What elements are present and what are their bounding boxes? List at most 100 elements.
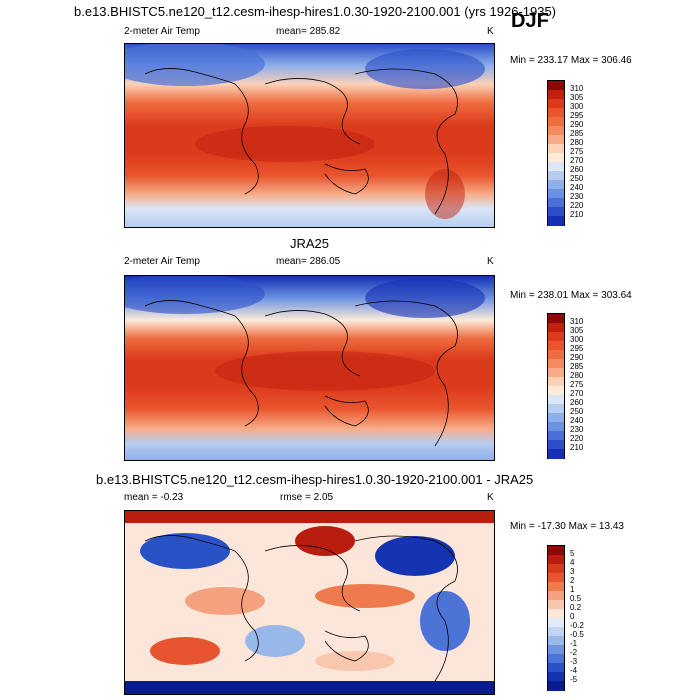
colorbar-box [548, 135, 564, 145]
colorbar-box [548, 404, 564, 414]
panel1-units: K [487, 26, 494, 37]
colorbar-tick-label: 290 [570, 353, 584, 362]
colorbar-box [548, 332, 564, 342]
colorbar-box [548, 636, 564, 646]
colorbar-box [548, 609, 564, 619]
colorbar-box [548, 564, 564, 574]
colorbar-box [548, 377, 564, 387]
colorbar-tick-label: 4 [570, 558, 575, 567]
panel2-colorbar [547, 313, 565, 459]
colorbar-box [548, 600, 564, 610]
colorbar-tick-label: 260 [570, 398, 584, 407]
colorbar-box [548, 144, 564, 154]
colorbar-tick-label: 210 [570, 443, 584, 452]
colorbar-box [548, 449, 564, 459]
colorbar-tick-label: -2 [570, 648, 578, 657]
colorbar-box [548, 395, 564, 405]
colorbar-tick-label: 1 [570, 585, 575, 594]
colorbar-box [548, 422, 564, 432]
figure-title: b.e13.BHISTC5.ne120_t12.cesm-ihesp-hires… [74, 4, 557, 19]
colorbar-box [548, 180, 564, 190]
colorbar-tick-label: 240 [570, 416, 584, 425]
panel3-units: K [487, 492, 494, 503]
colorbar-tick-label: 220 [570, 434, 584, 443]
colorbar-tick-label: 305 [570, 93, 584, 102]
colorbar-box [548, 618, 564, 628]
colorbar-box [548, 627, 564, 637]
panel1-range: Min = 233.17 Max = 306.46 [510, 55, 632, 66]
colorbar-tick-label: 300 [570, 102, 584, 111]
colorbar-box [548, 108, 564, 118]
colorbar-tick-label: 295 [570, 111, 584, 120]
colorbar-box [548, 413, 564, 423]
colorbar-tick-label: 0.2 [570, 603, 582, 612]
colorbar-box [548, 153, 564, 163]
colorbar-tick-label: 275 [570, 380, 584, 389]
colorbar-box [548, 99, 564, 109]
colorbar-tick-label: 270 [570, 389, 584, 398]
colorbar-tick-label: 240 [570, 183, 584, 192]
panel1-left-label: 2-meter Air Temp [124, 26, 200, 37]
panel3-colorbar [547, 545, 565, 691]
panel2-units: K [487, 256, 494, 267]
panel3-range: Min = -17.30 Max = 13.43 [510, 521, 624, 532]
colorbar-box [548, 90, 564, 100]
colorbar-box [548, 573, 564, 583]
colorbar-box [548, 341, 564, 351]
colorbar-tick-label: 230 [570, 425, 584, 434]
panel3-heading: b.e13.BHISTC5.ne120_t12.cesm-ihesp-hires… [96, 472, 534, 487]
colorbar-box [548, 189, 564, 199]
panel2-mean-label: mean= 286.05 [276, 256, 341, 267]
colorbar-box [548, 314, 564, 324]
colorbar-box [548, 323, 564, 333]
colorbar-box [548, 555, 564, 565]
colorbar-box [548, 207, 564, 217]
colorbar-tick-label: 210 [570, 210, 584, 219]
colorbar-box [548, 672, 564, 682]
colorbar-tick-label: -1 [570, 639, 578, 648]
colorbar-box [548, 162, 564, 172]
colorbar-tick-label: 280 [570, 138, 584, 147]
colorbar-tick-label: -4 [570, 666, 578, 675]
colorbar-tick-label: 300 [570, 335, 584, 344]
season-label: DJF [511, 10, 549, 32]
colorbar-tick-label: 285 [570, 129, 584, 138]
colorbar-box [548, 368, 564, 378]
panel2-map [124, 275, 495, 461]
colorbar-box [548, 546, 564, 556]
colorbar-tick-label: -3 [570, 657, 578, 666]
colorbar-tick-label: -5 [570, 675, 578, 684]
colorbar-box [548, 645, 564, 655]
panel3-rmse-label: rmse = 2.05 [280, 492, 334, 503]
colorbar-box [548, 198, 564, 208]
panel3-mean-label: mean = -0.23 [124, 492, 184, 503]
colorbar-box [548, 431, 564, 441]
panel3-map-svg [125, 511, 494, 694]
colorbar-box [548, 681, 564, 691]
colorbar-tick-label: 230 [570, 192, 584, 201]
panel1-map-svg [125, 44, 494, 227]
panel2-map-svg [125, 276, 494, 460]
panel2-range: Min = 238.01 Max = 303.64 [510, 290, 632, 301]
colorbar-tick-label: 3 [570, 567, 575, 576]
colorbar-tick-label: 275 [570, 147, 584, 156]
panel3-map [124, 510, 495, 695]
colorbar-tick-label: 295 [570, 344, 584, 353]
colorbar-tick-label: 270 [570, 156, 584, 165]
colorbar-box [548, 386, 564, 396]
colorbar-box [548, 440, 564, 450]
colorbar-tick-label: 0.5 [570, 594, 582, 603]
panel1-colorbar [547, 80, 565, 226]
colorbar-box [548, 117, 564, 127]
colorbar-tick-label: 285 [570, 362, 584, 371]
colorbar-tick-label: 250 [570, 174, 584, 183]
colorbar-tick-label: 5 [570, 549, 575, 558]
colorbar-tick-label: -0.2 [570, 621, 584, 630]
colorbar-box [548, 81, 564, 91]
colorbar-box [548, 359, 564, 369]
colorbar-tick-label: 310 [570, 84, 584, 93]
panel2-heading: JRA25 [290, 236, 330, 251]
colorbar-box [548, 591, 564, 601]
colorbar-box [548, 216, 564, 226]
colorbar-tick-label: -0.5 [570, 630, 584, 639]
